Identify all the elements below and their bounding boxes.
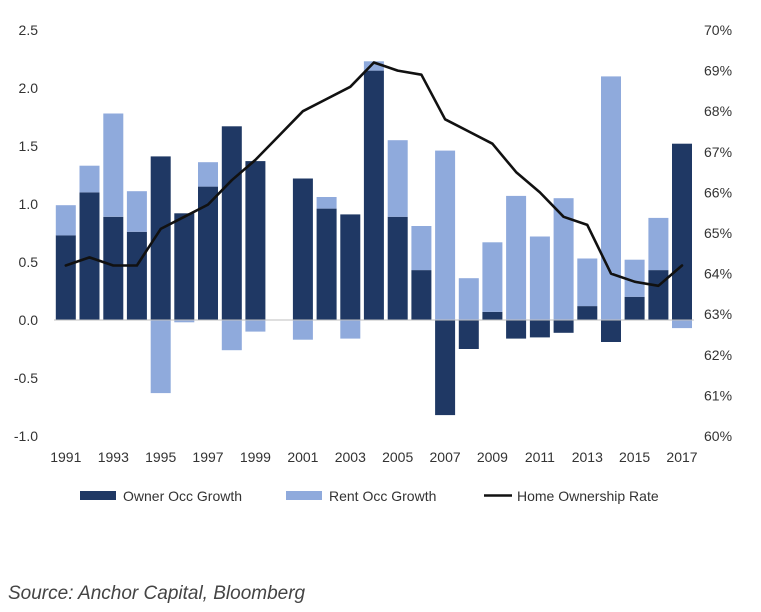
rent-occ-bar-2011	[529, 236, 550, 320]
right-tick-label: 70%	[704, 22, 732, 38]
rent-occ-bar-1995	[150, 320, 171, 394]
owner-occ-bar-2017	[672, 143, 692, 320]
left-tick-label: 1.5	[19, 138, 39, 154]
x-tick-label: 1991	[50, 449, 81, 465]
left-tick-label: 0.0	[19, 312, 39, 328]
rent-occ-bar-2003	[340, 320, 361, 339]
right-tick-label: 66%	[704, 184, 732, 200]
left-tick-label: 2.5	[19, 22, 39, 38]
right-tick-label: 69%	[704, 63, 732, 79]
x-tick-label: 2009	[477, 449, 508, 465]
rent-occ-bar-2002	[316, 197, 337, 209]
left-tick-label: -1.0	[14, 428, 38, 444]
rent-occ-bar-2010	[506, 195, 527, 320]
x-tick-label: 2003	[335, 449, 366, 465]
rent-occ-bar-1996	[174, 320, 195, 323]
x-tick-label: 1999	[240, 449, 271, 465]
owner-occ-bar-1993	[103, 216, 124, 320]
left-tick-label: -0.5	[14, 370, 38, 386]
x-tick-label: 2007	[430, 449, 461, 465]
rent-occ-bar-2015	[624, 259, 645, 297]
bars	[55, 61, 692, 416]
x-tick-label: 1995	[145, 449, 176, 465]
owner-occ-bar-2014	[601, 320, 621, 342]
legend-label: Rent Occ Growth	[329, 488, 436, 504]
right-tick-label: 64%	[704, 266, 732, 282]
rent-occ-bar-2014	[601, 76, 621, 321]
owner-occ-bar-1997	[198, 186, 218, 320]
rent-occ-bar-2007	[435, 150, 456, 320]
rent-occ-bar-2013	[577, 258, 598, 307]
left-axis: -1.0 -0.5 0.0 0.5 1.0 1.5 2.0 2.5	[14, 22, 38, 444]
home-ownership-line-layer	[64, 61, 684, 288]
owner-occ-bar-2011	[529, 320, 550, 338]
owner-occ-bar-1991	[55, 235, 76, 320]
right-tick-label: 62%	[704, 347, 732, 363]
owner-occ-bar-2008	[458, 320, 479, 349]
owner-occ-bar-2002	[316, 208, 337, 320]
rent-occ-bar-1992	[79, 165, 100, 193]
home-ownership-rate-line	[64, 61, 684, 288]
owner-occ-bar-2003	[340, 214, 361, 320]
right-tick-label: 65%	[704, 225, 732, 241]
right-tick-label: 63%	[704, 306, 732, 322]
owner-occ-bar-2012	[553, 320, 574, 333]
x-tick-label: 2017	[666, 449, 697, 465]
owner-occ-bar-2006	[411, 270, 432, 320]
owner-occ-bar-2015	[624, 296, 645, 320]
legend-swatch	[80, 491, 116, 500]
rent-occ-bar-2009	[482, 242, 503, 312]
legend-label: Owner Occ Growth	[123, 488, 242, 504]
rent-occ-bar-1991	[55, 205, 76, 236]
left-tick-label: 0.5	[19, 254, 39, 270]
x-tick-label: 2011	[525, 449, 555, 465]
owner-occ-bar-2013	[577, 306, 598, 320]
source-note: Source: Anchor Capital, Bloomberg	[8, 583, 306, 604]
right-tick-label: 60%	[704, 428, 732, 444]
right-tick-label: 67%	[704, 144, 732, 160]
owner-occ-bar-1995	[150, 156, 171, 320]
owner-occ-bar-1994	[126, 231, 147, 320]
rent-occ-bar-1999	[245, 320, 266, 332]
rent-occ-bar-2004	[363, 61, 384, 71]
left-tick-label: 2.0	[19, 80, 39, 96]
owner-occ-bar-1998	[221, 126, 242, 320]
x-tick-label: 2005	[382, 449, 413, 465]
owner-occ-bar-2010	[506, 320, 527, 339]
owner-occ-bar-2001	[292, 178, 313, 320]
rent-occ-bar-1998	[221, 320, 242, 351]
rent-occ-bar-2005	[387, 140, 408, 217]
x-tick-label: 2015	[619, 449, 650, 465]
rent-occ-bar-2008	[458, 278, 479, 320]
x-tick-label: 1993	[98, 449, 129, 465]
rent-occ-bar-1994	[126, 191, 147, 232]
owner-occ-bar-2007	[435, 320, 456, 416]
x-tick-label: 2013	[572, 449, 603, 465]
owner-occ-bar-2016	[648, 270, 669, 320]
owner-occ-bar-2009	[482, 311, 503, 320]
left-tick-label: 1.0	[19, 196, 39, 212]
right-tick-label: 61%	[704, 387, 732, 403]
x-tick-label: 2001	[287, 449, 318, 465]
rent-occ-bar-2012	[553, 198, 574, 320]
rent-occ-bar-2017	[672, 320, 692, 329]
rent-occ-bar-2001	[292, 320, 313, 340]
owner-occ-bar-1999	[245, 161, 266, 320]
legend-label: Home Ownership Rate	[517, 488, 659, 504]
legend-swatch	[286, 491, 322, 500]
owner-occ-bar-2004	[363, 70, 384, 320]
owner-occ-bar-2005	[387, 216, 408, 320]
owner-occ-bar-1996	[174, 213, 195, 320]
rent-occ-bar-2016	[648, 217, 669, 271]
legend: Owner Occ Growth Rent Occ Growth Home Owne…	[80, 488, 659, 504]
rent-occ-bar-2006	[411, 226, 432, 271]
x-tick-label: 1997	[192, 449, 223, 465]
rent-occ-bar-1997	[198, 162, 218, 187]
right-tick-label: 68%	[704, 103, 732, 119]
right-axis: 60% 61% 62% 63% 64% 65% 66% 67% 68% 69% 70%	[704, 22, 732, 444]
x-axis: 1991 1993 1995 1997 1999 2001 2003 2005 2007 2009…	[50, 449, 698, 465]
rent-occ-bar-1993	[103, 113, 124, 217]
